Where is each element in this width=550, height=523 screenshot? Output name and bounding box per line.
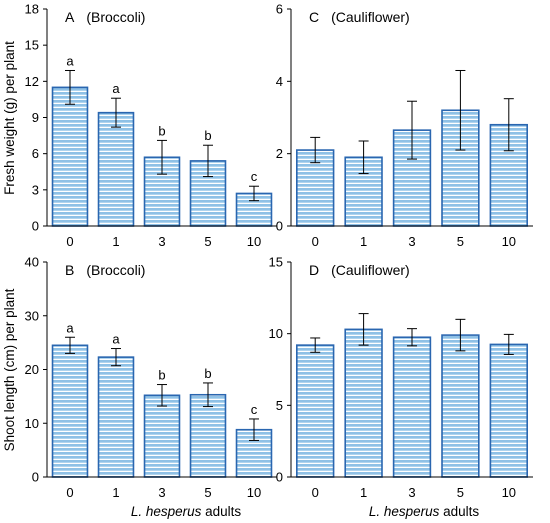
y-axis-label: Shoot length (cm) per plant xyxy=(2,288,17,451)
y-tick-label: 0 xyxy=(32,219,39,234)
panel-title: C (Cauliflower) xyxy=(309,9,410,25)
bar xyxy=(99,113,134,226)
x-tick-label: 3 xyxy=(408,234,415,249)
y-tick-label: 2 xyxy=(276,146,283,161)
panel-name: (Cauliflower) xyxy=(331,262,410,278)
y-tick-label: 0 xyxy=(32,470,39,485)
bar xyxy=(442,335,479,477)
x-axis-label-right: L. hesperus adults xyxy=(369,504,480,519)
y-tick-label: 40 xyxy=(25,255,39,270)
y-tick-label: 12 xyxy=(25,74,39,89)
panel-letter: A xyxy=(65,9,75,25)
significance-letter: b xyxy=(204,366,211,381)
x-tick-label: 10 xyxy=(247,234,261,249)
y-tick-label: 15 xyxy=(269,255,283,270)
panel-name: (Broccoli) xyxy=(86,262,145,278)
panel-letter: D xyxy=(309,262,319,278)
x-tick-label: 1 xyxy=(112,485,119,500)
significance-letter: b xyxy=(158,368,165,383)
panel-name: (Cauliflower) xyxy=(331,9,410,25)
x-tick-label: 3 xyxy=(158,485,165,500)
significance-letter: a xyxy=(66,53,74,68)
panel-title: D (Cauliflower) xyxy=(309,262,410,278)
bar xyxy=(145,395,180,477)
bar xyxy=(191,395,226,477)
significance-letter: a xyxy=(66,320,74,335)
y-tick-label: 10 xyxy=(269,326,283,341)
y-tick-label: 20 xyxy=(25,362,39,377)
x-tick-label: 5 xyxy=(457,234,464,249)
bar xyxy=(490,344,527,477)
y-tick-label: 4 xyxy=(276,74,283,89)
y-tick-label: 6 xyxy=(32,146,39,161)
x-tick-label: 10 xyxy=(502,485,516,500)
x-axis-label-italic: L. hesperus xyxy=(369,504,440,519)
x-tick-label: 5 xyxy=(204,485,211,500)
significance-letter: c xyxy=(251,169,258,184)
y-tick-label: 15 xyxy=(25,38,39,53)
x-tick-label: 3 xyxy=(408,485,415,500)
y-tick-label: 0 xyxy=(276,470,283,485)
x-axis-label-rest: adults xyxy=(201,504,241,519)
x-tick-label: 1 xyxy=(112,234,119,249)
y-tick-label: 6 xyxy=(276,2,283,17)
bar xyxy=(345,329,382,477)
y-tick-label: 10 xyxy=(25,416,39,431)
panel-title: B (Broccoli) xyxy=(65,262,145,278)
bar xyxy=(394,337,431,477)
x-tick-label: 3 xyxy=(158,234,165,249)
significance-letter: a xyxy=(112,332,120,347)
bar xyxy=(53,345,88,477)
panel-d-cauliflower-shoot-length: 0 5 10 15 0 1 3 5 10 D (Cauliflower) xyxy=(269,255,533,501)
x-tick-label: 1 xyxy=(360,234,367,249)
bar xyxy=(297,345,334,477)
panel-b-broccoli-shoot-length: 0 10 20 30 40 a 0 a 1 b 3 b 5 c 10 B (Broccoli) Shoot len… xyxy=(2,255,277,501)
y-tick-label: 18 xyxy=(25,2,39,17)
panel-letter: C xyxy=(309,9,319,25)
y-tick-label: 5 xyxy=(276,398,283,413)
y-tick-label: 30 xyxy=(25,308,39,323)
x-tick-label: 0 xyxy=(312,485,319,500)
bar xyxy=(53,87,88,226)
significance-letter: c xyxy=(251,402,258,417)
x-tick-label: 0 xyxy=(312,234,319,249)
x-axis-label-rest: adults xyxy=(439,504,479,519)
x-axis-label-italic: L. hesperus xyxy=(131,504,202,519)
bar xyxy=(99,357,134,477)
x-tick-label: 10 xyxy=(502,234,516,249)
x-tick-label: 5 xyxy=(204,234,211,249)
panel-letter: B xyxy=(65,262,74,278)
x-tick-label: 0 xyxy=(66,234,73,249)
x-axis-label-left: L. hesperus adults xyxy=(131,504,242,519)
x-tick-label: 10 xyxy=(247,485,261,500)
x-tick-label: 1 xyxy=(360,485,367,500)
significance-letter: b xyxy=(158,123,165,138)
y-tick-label: 0 xyxy=(276,219,283,234)
y-axis-label: Fresh weight (g) per plant xyxy=(2,41,17,195)
panel-c-cauliflower-fresh-weight: 0 2 4 6 0 1 3 5 10 C (Cauliflower) xyxy=(276,2,533,250)
panel-name: (Broccoli) xyxy=(86,9,145,25)
panel-title: A (Broccoli) xyxy=(65,9,145,25)
x-tick-label: 5 xyxy=(457,485,464,500)
x-tick-label: 0 xyxy=(66,485,73,500)
y-tick-label: 3 xyxy=(32,182,39,197)
y-tick-label: 9 xyxy=(32,110,39,125)
panel-a-broccoli-fresh-weight: 0 3 6 9 12 15 18 a 0 a 1 b 3 b 5 c 10 A (Broccoli) Fresh we… xyxy=(2,2,277,250)
significance-letter: a xyxy=(112,81,120,96)
significance-letter: b xyxy=(204,128,211,143)
